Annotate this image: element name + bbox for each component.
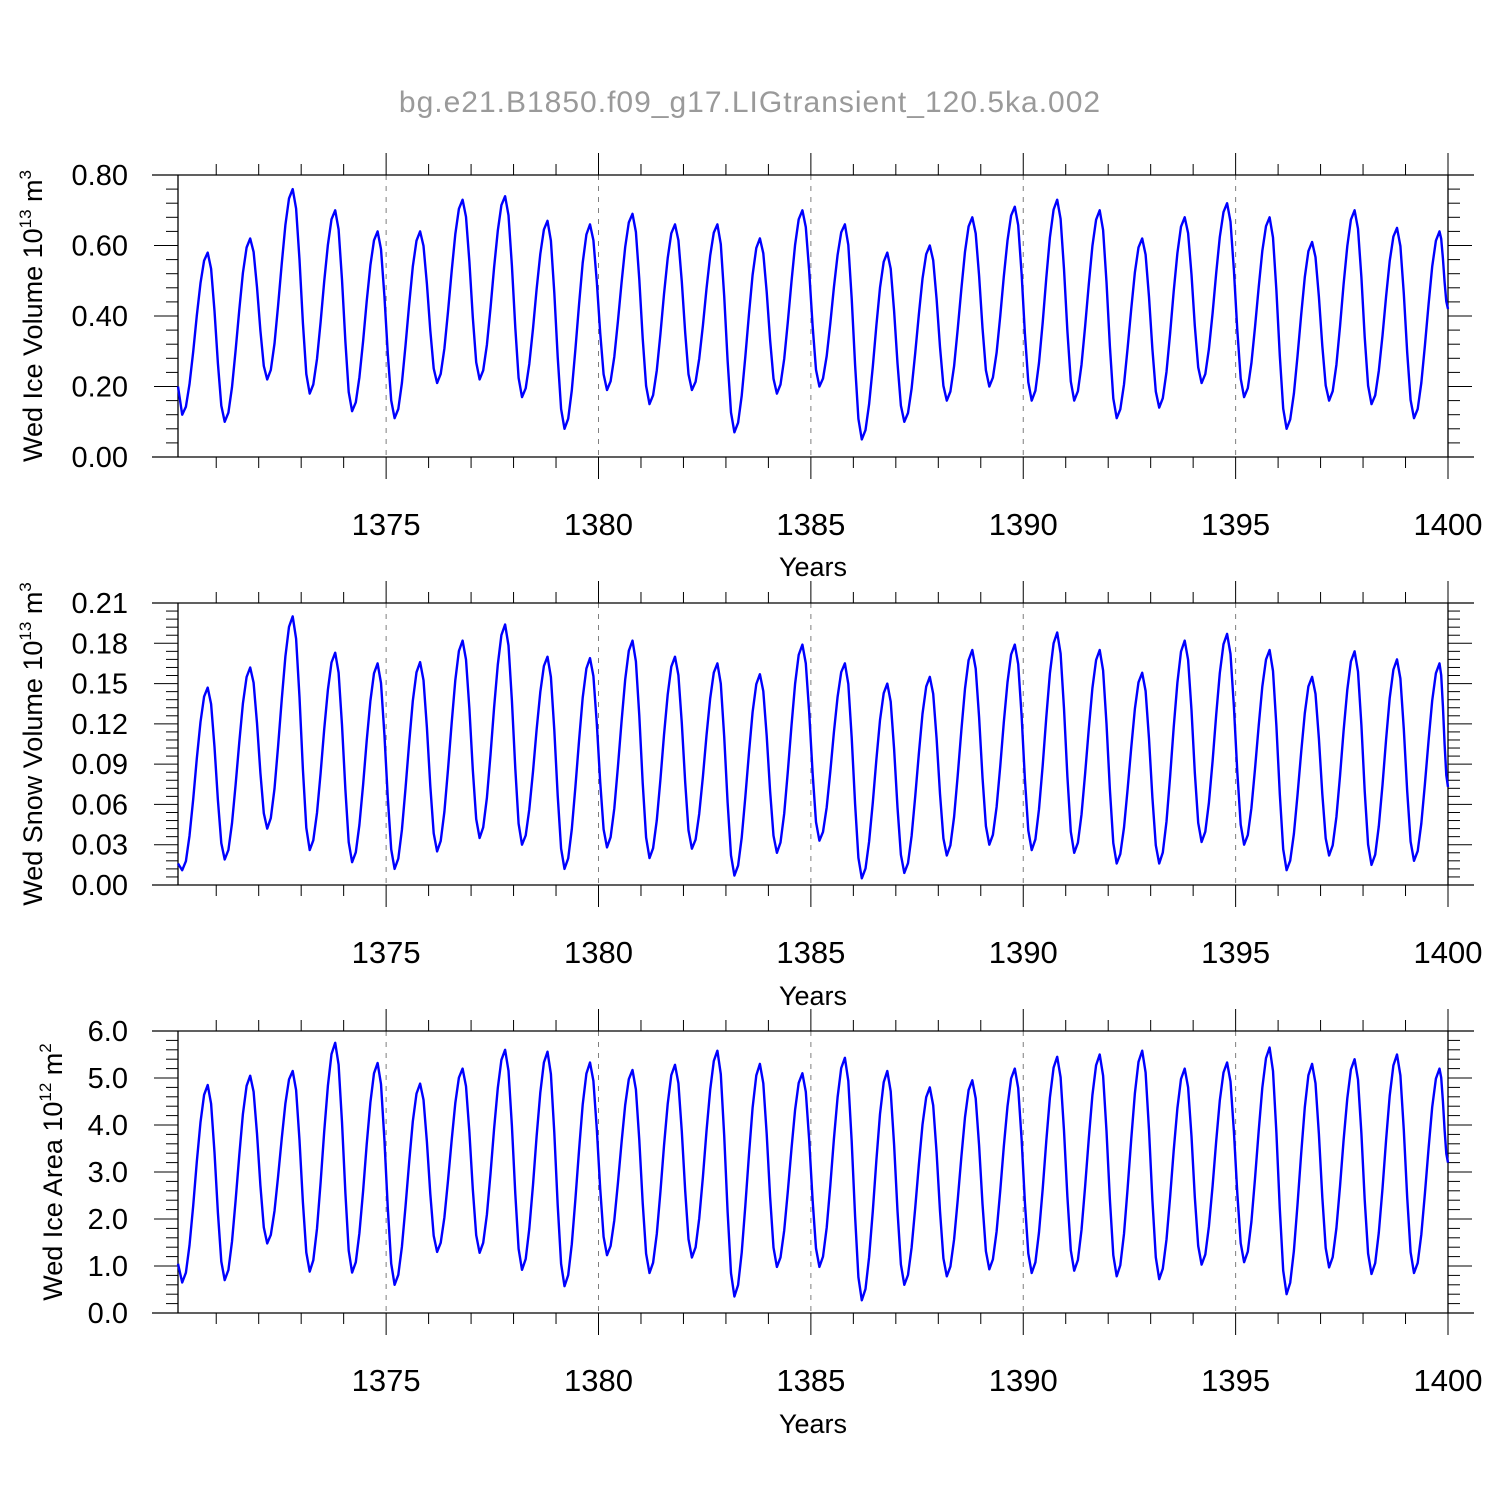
y-tick-label: 0.20 <box>72 372 128 404</box>
x-axis-label: Years <box>779 981 847 1011</box>
snow-volume-panel: Wed Snow Volume 1013 m3 Years 1375 1380 13… <box>16 581 1482 1011</box>
y-axis-label: Wed Ice Volume 1013 m3 <box>16 170 48 462</box>
y-tick-label: 3.0 <box>88 1157 128 1189</box>
y-tick-label: 0.03 <box>72 830 128 862</box>
y-tick-label: 2.0 <box>88 1204 128 1236</box>
x-tick-label: 1385 <box>776 935 845 970</box>
series-line <box>176 187 1450 441</box>
ice-area-panel: Wed Ice Area 1012 m2 Years 1375 1380 1385 1… <box>36 1009 1482 1439</box>
x-tick-label: 1390 <box>989 507 1058 542</box>
y-tick-label: 5.0 <box>88 1063 128 1095</box>
x-tick-label: 1400 <box>1414 1363 1483 1398</box>
x-tick-label: 1400 <box>1414 935 1483 970</box>
x-tick-label: 1380 <box>564 1363 633 1398</box>
y-axis-label: Wed Ice Area 1012 m2 <box>36 1043 68 1301</box>
x-tick-label: 1380 <box>564 507 633 542</box>
chart-title: bg.e21.B1850.f09_g17.LIGtransient_120.5k… <box>399 86 1101 119</box>
y-tick-label: 0.15 <box>72 669 128 701</box>
y-tick-label: 0.12 <box>72 709 128 741</box>
y-tick-label: 6.0 <box>88 1016 128 1048</box>
y-tick-label: 0.09 <box>72 749 128 781</box>
y-axis-label: Wed Snow Volume 1013 m3 <box>16 582 48 906</box>
y-tick-label: 1.0 <box>88 1251 128 1283</box>
x-tick-label: 1400 <box>1414 507 1483 542</box>
y-tick-label: 0.0 <box>88 1298 128 1330</box>
x-axis-label: Years <box>779 1409 847 1439</box>
x-tick-label: 1375 <box>352 507 421 542</box>
series-line <box>176 615 1450 880</box>
y-tick-label: 0.18 <box>72 628 128 660</box>
series-line <box>176 1041 1450 1302</box>
y-tick-label: 0.06 <box>72 789 128 821</box>
y-tick-label: 0.60 <box>72 231 128 263</box>
y-tick-label: 0.80 <box>72 160 128 192</box>
x-tick-label: 1395 <box>1201 507 1270 542</box>
x-tick-label: 1395 <box>1201 935 1270 970</box>
x-tick-label: 1385 <box>776 1363 845 1398</box>
x-tick-label: 1395 <box>1201 1363 1270 1398</box>
x-tick-label: 1380 <box>564 935 633 970</box>
x-tick-label: 1390 <box>989 1363 1058 1398</box>
y-tick-label: 0.40 <box>72 301 128 333</box>
y-tick-label: 4.0 <box>88 1110 128 1142</box>
y-tick-label: 0.00 <box>72 442 128 474</box>
x-axis-label: Years <box>779 552 847 582</box>
x-tick-label: 1375 <box>352 1363 421 1398</box>
x-tick-label: 1390 <box>989 935 1058 970</box>
x-tick-label: 1385 <box>776 507 845 542</box>
y-tick-label: 0.21 <box>72 588 128 620</box>
ice-volume-panel: Wed Ice Volume 1013 m3 Years 1375 1380 138… <box>16 153 1482 582</box>
x-tick-label: 1375 <box>352 935 421 970</box>
y-tick-label: 0.00 <box>72 870 128 902</box>
